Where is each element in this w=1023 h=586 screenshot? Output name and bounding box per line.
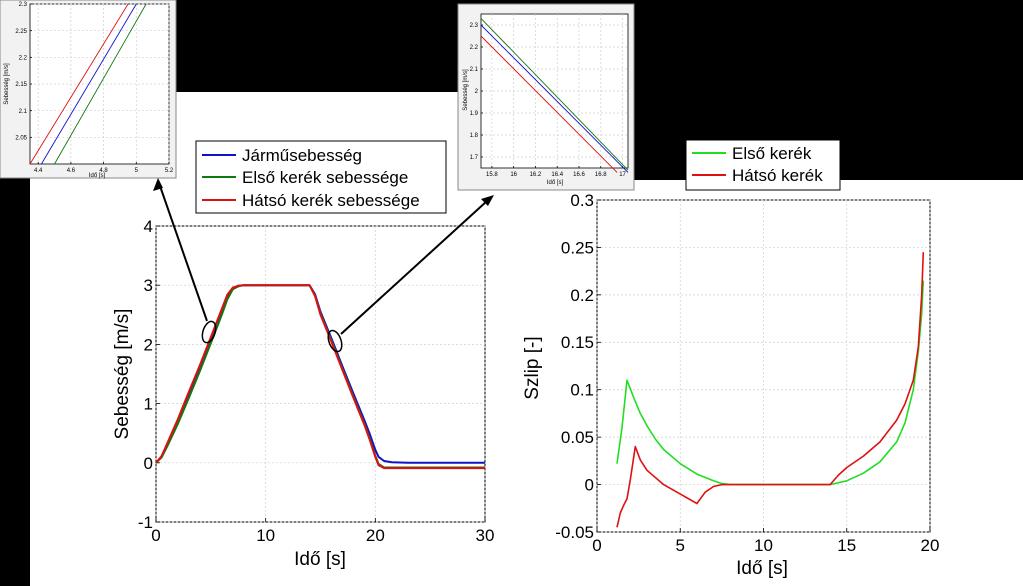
zoom-annotations	[153, 178, 494, 353]
inset-1-xtick-label: 4.8	[99, 168, 108, 174]
slip-legend: Első kerék Hátsó kerék	[685, 139, 841, 191]
inset-1-series-line-1	[29, 3, 129, 165]
inset-zoom-1: 4.4 4.6 4.8 5 5.2 2.05 2.1 2.15 2.2 2.25 2.3 Sebes…	[0, 0, 177, 179]
inset-2-xtick-label: 17	[619, 172, 626, 178]
slip-ytick-label: 0.05	[561, 428, 594, 447]
inset-2-ylabel: Sebesség [m/s]	[463, 69, 469, 111]
slip-plot-ylabel: Szlip [-]	[522, 336, 543, 399]
slip-ytick-label: 0.2	[570, 286, 594, 305]
speed-plot-xlabel: Idő [s]	[294, 549, 346, 570]
speed-plot-lines	[155, 284, 485, 470]
inset-2-xtick-label: 15.8	[486, 172, 498, 178]
speed-xtick-label: 0	[151, 526, 160, 545]
slip-xtick-label: 0	[592, 536, 601, 555]
inset-2-xtick-label: 16	[510, 172, 517, 178]
slip-xtick-label: 15	[837, 536, 856, 555]
inset-1-xtick-label: 4.4	[34, 168, 43, 174]
speed-legend: Járműsebesség Első kerék sebessége Hátsó…	[195, 140, 447, 214]
zoom-ellipse-2	[327, 329, 343, 353]
zoom-arrow-2	[340, 200, 488, 335]
legend-label-vehicle-speed: Járműsebesség	[242, 146, 362, 165]
inset-1-xlabel: Idő [s]	[89, 173, 106, 179]
zoom-arrow-1-head	[153, 178, 163, 191]
slip-xtick-label: 5	[676, 536, 685, 555]
inset-1-lines	[29, 3, 147, 165]
inset-zoom-2: 15.8 16 16.2 16.4 16.6 16.8 17 1.7 1.8 1.9 2 2.1 2.2…	[457, 3, 635, 191]
slip-ytick-label: 0.15	[561, 333, 594, 352]
zoom-ellipse-1	[201, 320, 217, 344]
inset-2-ytick-label: 1.7	[470, 155, 479, 161]
inset-2-ytick-label: 2.1	[470, 67, 479, 73]
slip-ytick-label: 0.1	[570, 381, 594, 400]
slip-legend-box	[685, 139, 841, 191]
slip-ytick-label: 0	[585, 476, 594, 495]
inset-2-xlabel: Idő [s]	[547, 180, 564, 186]
inset-1-ytick-label: 2.1	[19, 109, 28, 115]
inset-1-ytick-label: 2.05	[15, 135, 27, 141]
inset-2-ytick-label: 2.3	[470, 23, 479, 29]
inset-1-ytick-label: 2.2	[19, 55, 28, 61]
inset-1-ylabel: Sebesség [m/s]	[4, 63, 10, 105]
zoom-arrow-2-head	[481, 195, 494, 206]
speed-series-line-3	[155, 284, 485, 470]
inset-2-xtick-label: 16.2	[530, 172, 542, 178]
legend-label-rear-wheel: Hátsó kerék	[732, 166, 823, 185]
inset-1-xtick-label: 5	[135, 168, 139, 174]
legend-label-front-wheel-speed: Első kerék sebessége	[242, 168, 408, 187]
slip-ytick-label: -0.05	[555, 523, 594, 542]
zoom-arrow-1	[159, 185, 208, 322]
speed-ytick-label: 4	[144, 217, 153, 236]
speed-legend-box	[195, 140, 447, 214]
inset-2-ytick-label: 1.8	[470, 133, 479, 139]
speed-ytick-label: 2	[144, 335, 153, 354]
speed-ytick-label: 3	[144, 276, 153, 295]
inset-1-ytick-label: 2.3	[19, 2, 28, 8]
slip-series-line-2	[616, 252, 925, 528]
inset-2-ticks: 15.8 16 16.2 16.4 16.6 16.8 17 1.7 1.8 1.9 2 2.1 2.2…	[470, 23, 627, 178]
speed-ytick-label: 0	[144, 454, 153, 473]
slip-plot-lines	[616, 252, 925, 528]
inset-2-xtick-label: 16.6	[573, 172, 585, 178]
inset-2-xtick-label: 16.4	[551, 172, 563, 178]
slip-plot-xlabel: Idő [s]	[736, 558, 788, 579]
slip-ytick-label: 0.3	[570, 191, 594, 210]
speed-ytick-label: 1	[144, 395, 153, 414]
inset-2-xtick-label: 16.8	[595, 172, 607, 178]
inset-1-ytick-label: 2.25	[15, 29, 27, 35]
inset-2-grid	[481, 14, 628, 168]
speed-plot-ylabel: Sebesség [m/s]	[112, 309, 133, 440]
inset-2-ytick-label: 2.2	[470, 45, 479, 51]
background-black-left	[0, 178, 30, 586]
speed-plot-grid	[155, 225, 486, 523]
speed-xtick-label: 20	[366, 526, 385, 545]
legend-label-rear-wheel-speed: Hátsó kerék sebessége	[242, 191, 420, 210]
speed-xtick-label: 30	[476, 526, 495, 545]
inset-1-ticks: 4.4 4.6 4.8 5 5.2 2.05 2.1 2.15 2.2 2.25 2.3	[15, 2, 174, 174]
inset-1-grid	[30, 3, 170, 164]
slip-xtick-label: 10	[754, 536, 773, 555]
inset-1-series-line-3	[54, 3, 147, 165]
inset-1-series-line-2	[41, 3, 137, 165]
inset-1-ytick-label: 2.15	[15, 82, 27, 88]
inset-1-xtick-label: 4.6	[67, 168, 76, 174]
speed-xtick-label: 10	[256, 526, 275, 545]
slip-xtick-label: 20	[921, 536, 940, 555]
legend-label-front-wheel: Első kerék	[732, 144, 812, 163]
inset-2-series-line-1	[480, 18, 629, 171]
slip-plot-grid	[596, 199, 931, 533]
speed-ytick-label: -1	[138, 513, 153, 532]
slip-ytick-label: 0.25	[561, 238, 594, 257]
inset-2-ytick-label: 2	[475, 89, 479, 95]
speed-plot-area	[155, 225, 486, 523]
inset-2-ytick-label: 1.9	[470, 111, 479, 117]
inset-2-lines	[480, 18, 629, 173]
inset-2-series-line-2	[480, 24, 629, 173]
inset-2-series-line-3	[480, 35, 618, 173]
inset-1-xtick-label: 5.2	[165, 168, 174, 174]
